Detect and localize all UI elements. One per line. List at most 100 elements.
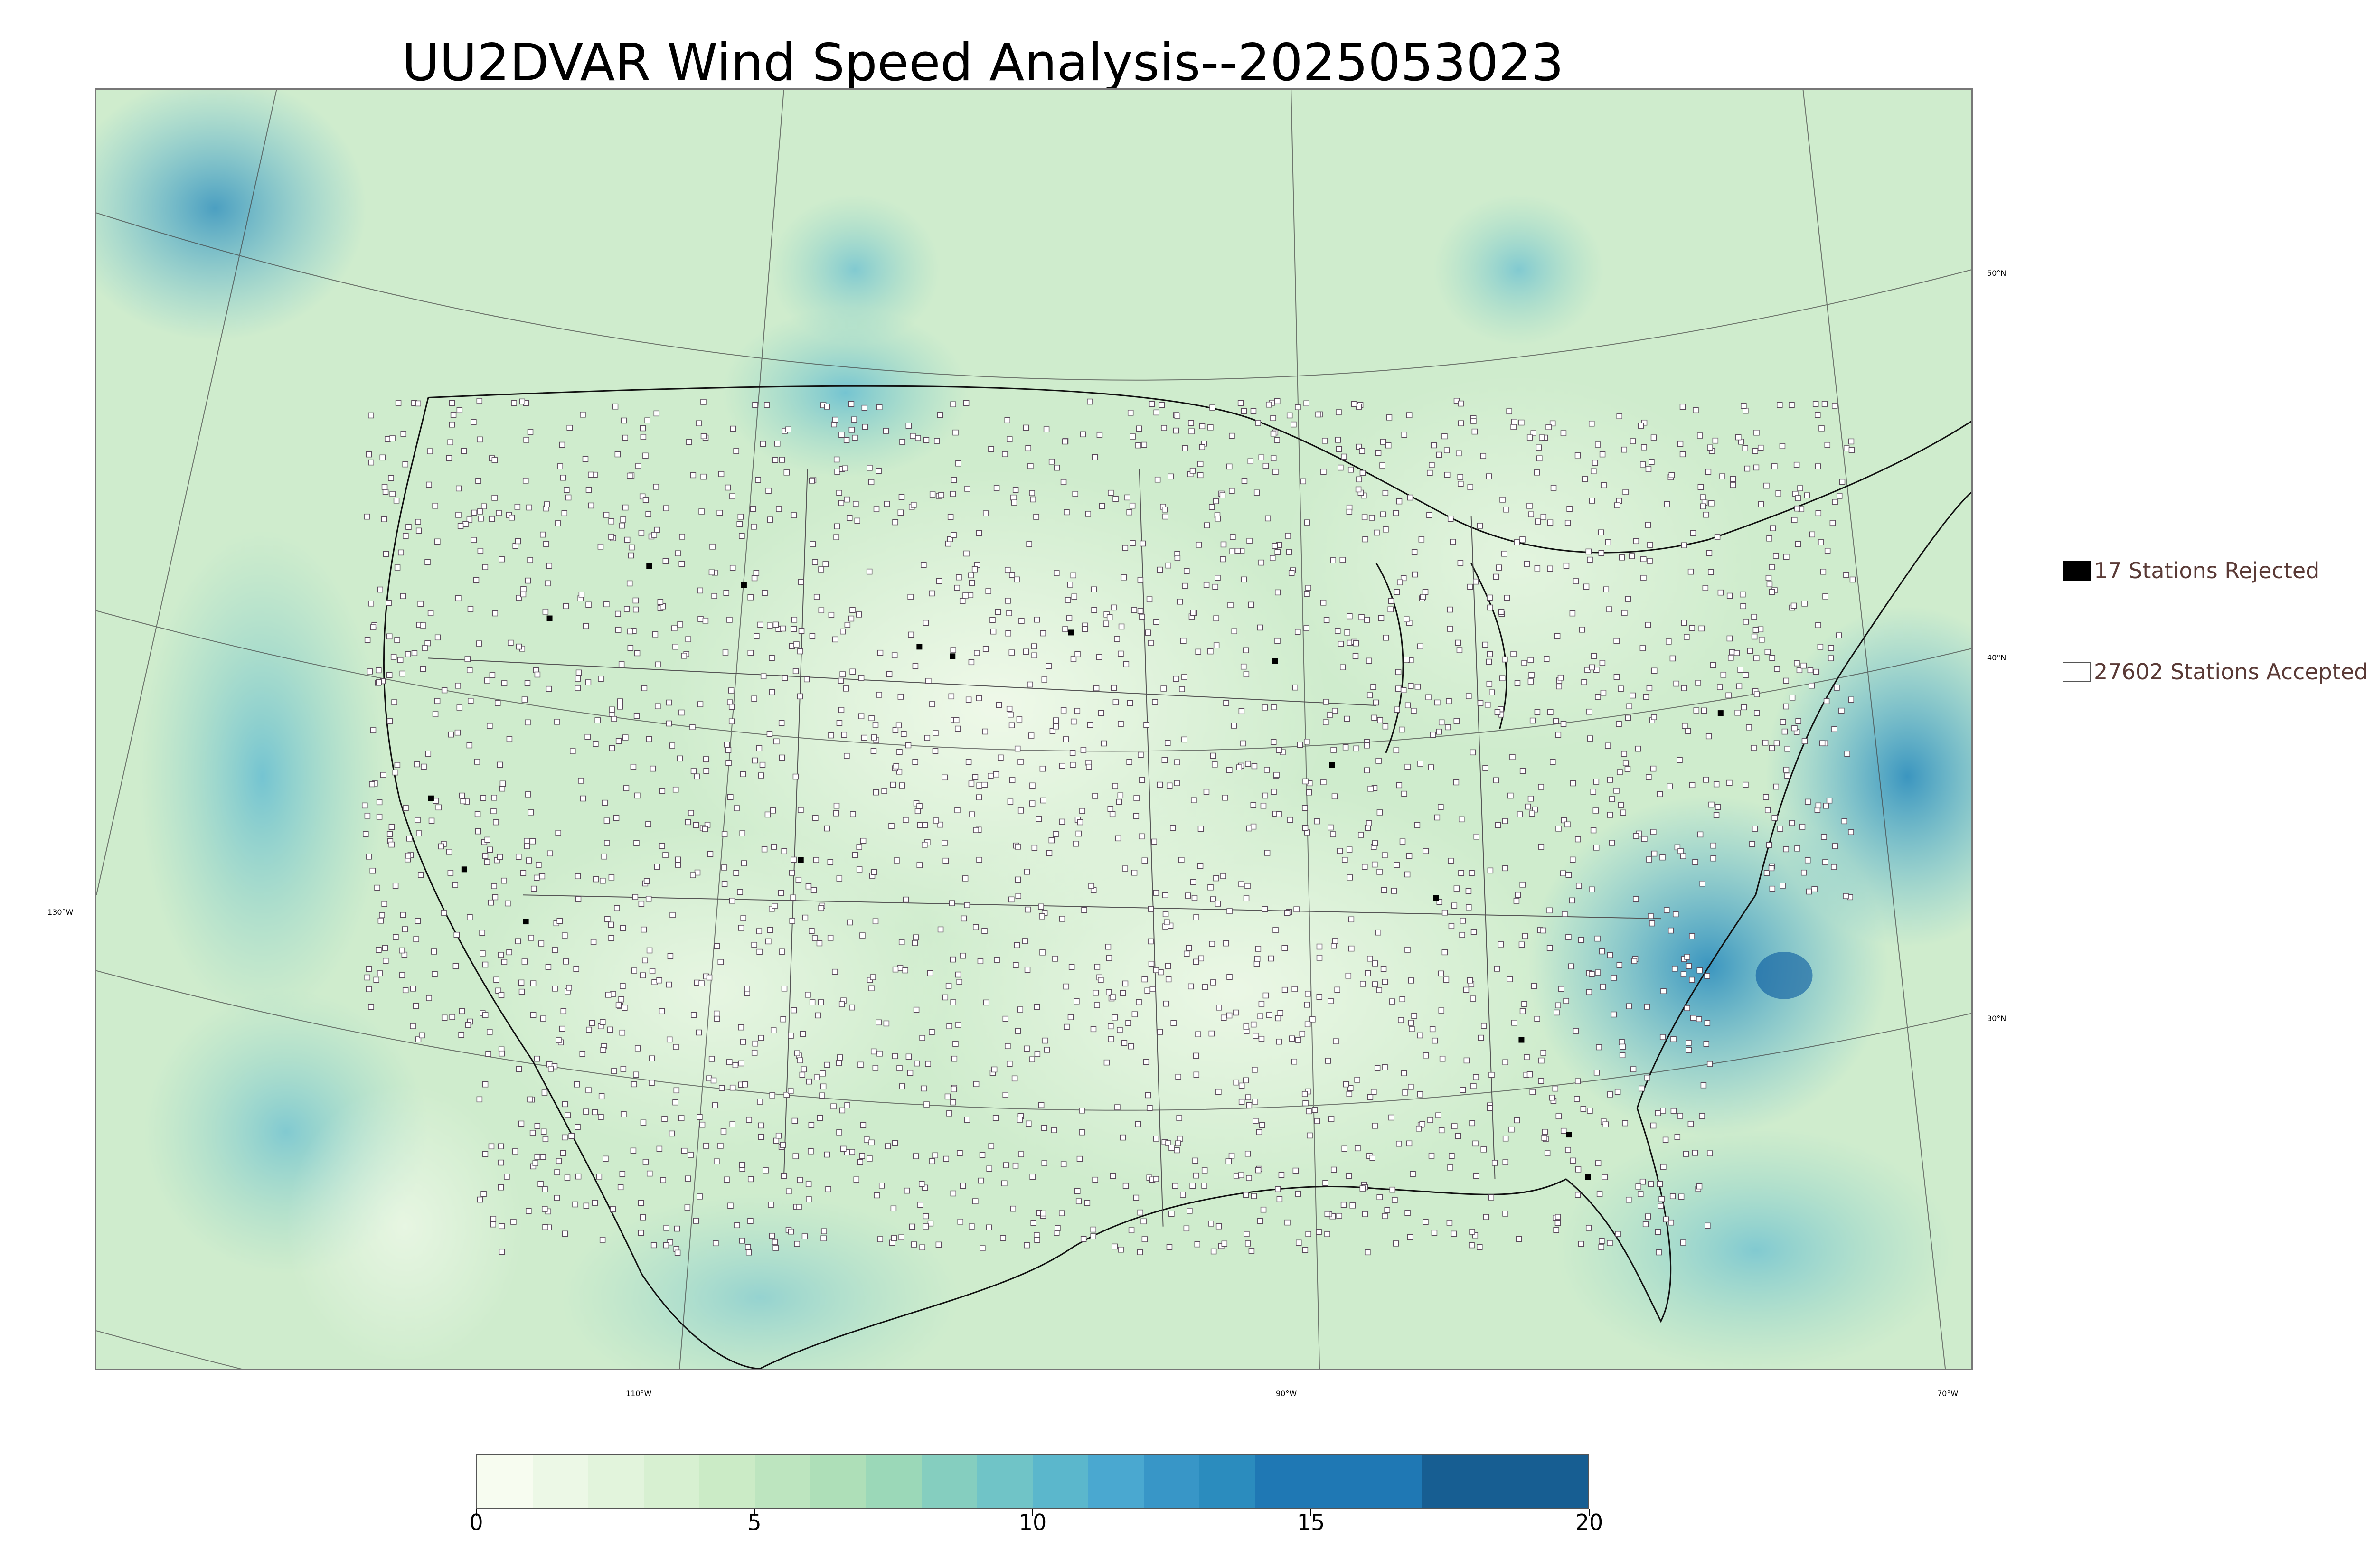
accepted-station-marker [1674, 1134, 1681, 1140]
accepted-station-marker [1599, 1238, 1605, 1244]
accepted-station-marker [1593, 1070, 1600, 1076]
accepted-station-marker [1220, 873, 1226, 879]
accepted-station-marker [564, 487, 570, 493]
accepted-station-marker [1197, 826, 1204, 832]
accepted-station-marker [589, 1020, 595, 1026]
accepted-station-marker [1705, 1222, 1711, 1229]
accepted-station-marker [1036, 816, 1042, 822]
accepted-station-marker [494, 857, 500, 864]
accepted-station-marker [1494, 966, 1500, 972]
accepted-station-marker [388, 841, 395, 848]
accepted-station-marker [1126, 759, 1132, 765]
accepted-station-marker [1482, 641, 1488, 648]
accepted-station-marker [1700, 1082, 1707, 1089]
accepted-station-marker [1815, 412, 1821, 418]
accepted-station-marker [1470, 749, 1476, 756]
accepted-station-marker [560, 474, 566, 481]
accepted-station-marker [652, 631, 659, 638]
accepted-station-marker [1336, 1213, 1342, 1219]
accepted-station-marker [736, 521, 743, 527]
accepted-station-marker [1540, 927, 1546, 934]
accepted-station-marker [1170, 825, 1176, 831]
accepted-station-marker [905, 1053, 912, 1060]
accepted-station-marker [633, 1071, 639, 1078]
accepted-station-marker [740, 771, 746, 777]
accepted-station-marker [1689, 976, 1695, 983]
accepted-station-marker [1696, 1016, 1702, 1023]
accepted-station-marker [867, 1155, 873, 1162]
accepted-station-marker [1092, 793, 1098, 799]
accepted-station-marker [520, 586, 527, 592]
accepted-station-marker [1614, 1089, 1621, 1095]
accepted-station-marker [702, 826, 708, 832]
accepted-station-marker [1493, 777, 1499, 783]
accepted-station-marker [1073, 841, 1079, 847]
accepted-station-marker [1564, 520, 1571, 526]
accepted-station-marker [1602, 1121, 1609, 1127]
accepted-station-marker [1575, 1078, 1581, 1084]
accepted-station-marker [1510, 424, 1517, 430]
accepted-station-marker [1359, 448, 1365, 454]
accepted-station-marker [1836, 493, 1843, 499]
accepted-station-marker [572, 1201, 578, 1208]
accepted-station-marker [864, 1136, 870, 1143]
accepted-station-marker [1823, 698, 1830, 704]
accepted-station-marker [1759, 637, 1765, 643]
accepted-station-marker [1554, 1009, 1560, 1016]
accepted-station-marker [1812, 401, 1819, 407]
accepted-station-marker [933, 730, 939, 736]
accepted-station-marker [1487, 594, 1493, 601]
accepted-station-marker [1005, 567, 1011, 573]
accepted-station-marker [1601, 482, 1607, 488]
accepted-station-marker [895, 722, 902, 729]
accepted-station-marker [1487, 604, 1493, 611]
accepted-station-marker [608, 874, 615, 881]
accepted-station-marker [1455, 1133, 1461, 1139]
accepted-station-marker [1769, 564, 1775, 570]
accepted-station-marker [1355, 486, 1362, 493]
accepted-station-marker [1168, 1145, 1175, 1151]
accepted-station-marker [633, 840, 640, 846]
colorbar-segment [1199, 1455, 1255, 1508]
accepted-station-marker [1573, 578, 1579, 584]
accepted-station-marker [598, 1114, 604, 1120]
accepted-station-marker [1366, 692, 1373, 698]
accepted-station-marker [1335, 628, 1341, 634]
accepted-station-marker [671, 625, 678, 631]
accepted-station-marker [458, 1032, 464, 1038]
accepted-station-marker [370, 727, 377, 733]
accepted-station-marker [534, 874, 540, 881]
accepted-station-marker [1419, 1121, 1425, 1127]
accepted-station-marker [790, 894, 796, 901]
accepted-station-marker [672, 644, 678, 650]
accepted-station-marker [1568, 963, 1574, 969]
accepted-station-marker [897, 694, 904, 700]
accepted-station-marker [1640, 461, 1646, 468]
accepted-station-marker [1770, 525, 1776, 531]
accepted-station-marker [426, 481, 432, 488]
accepted-station-marker [475, 478, 481, 484]
accepted-station-marker [1677, 1113, 1683, 1119]
accepted-station-marker [836, 490, 842, 496]
accepted-station-marker [1645, 622, 1651, 628]
accepted-station-marker [1182, 445, 1188, 451]
accepted-station-marker [1607, 777, 1613, 783]
accepted-station-marker [426, 995, 432, 1001]
accepted-station-marker [659, 1008, 665, 1014]
accepted-station-marker [565, 1112, 571, 1118]
accepted-station-marker [1547, 709, 1554, 715]
accepted-station-marker [1374, 1065, 1381, 1071]
accepted-station-marker [1274, 549, 1281, 555]
accepted-station-marker [1121, 1040, 1128, 1046]
accepted-station-marker [1589, 664, 1595, 671]
accepted-station-marker [659, 788, 666, 794]
accepted-station-marker [467, 606, 474, 612]
accepted-station-marker [1238, 881, 1244, 887]
accepted-station-marker [1423, 1219, 1429, 1225]
accepted-station-marker [1427, 1117, 1433, 1123]
accepted-station-marker [1670, 1108, 1677, 1114]
accepted-station-marker [1459, 932, 1465, 938]
accepted-station-marker [395, 400, 402, 406]
accepted-station-marker [698, 508, 705, 515]
accepted-station-marker [615, 627, 622, 633]
